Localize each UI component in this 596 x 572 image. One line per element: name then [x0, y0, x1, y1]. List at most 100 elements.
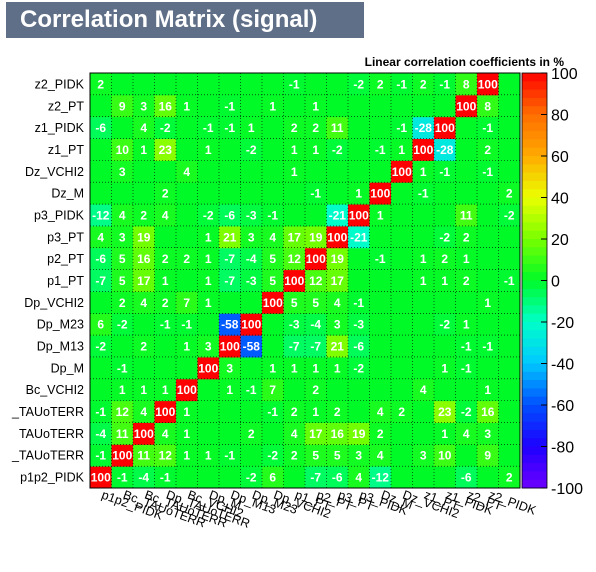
cell-value-label: -1: [224, 449, 235, 463]
cell-value-label: -6: [224, 208, 235, 222]
cell-value-label: 100: [327, 230, 347, 244]
heatmap-cell: [369, 182, 392, 205]
cell-value-label: -1: [396, 121, 407, 135]
heatmap-cell: [283, 225, 306, 249]
heatmap-cell: [326, 247, 349, 271]
heatmap-cell: [262, 291, 284, 314]
heatmap-cell: [133, 225, 155, 249]
heatmap-cell: [434, 422, 456, 445]
cell-value-label: 1: [183, 340, 190, 354]
heatmap-cell: [326, 182, 349, 205]
y-tick-label: Dp_M: [51, 361, 84, 375]
heatmap-cell: [262, 466, 284, 489]
cell-value-label: 12: [116, 405, 130, 419]
heatmap-cell: [262, 73, 284, 96]
color-scale-band: [522, 338, 547, 348]
heatmap-cell: [412, 116, 435, 140]
color-scale-tick-label: -60: [551, 398, 574, 415]
color-scale-band: [522, 280, 547, 290]
heatmap-cell: [262, 356, 284, 380]
heatmap-cell: [498, 94, 521, 118]
cell-value-label: 1: [269, 361, 276, 375]
cell-value-label: 12: [288, 252, 302, 266]
plot-frame: [89, 72, 521, 489]
heatmap-cell: [111, 313, 134, 336]
heatmap-cell: [369, 335, 392, 358]
cell-value-label: -6: [332, 471, 343, 485]
color-scale-band: [522, 255, 547, 265]
cell-value-label: 4: [291, 427, 298, 441]
color-scale-band: [522, 239, 547, 248]
heatmap-cell: [412, 313, 435, 336]
cell-value-label: 1: [119, 383, 126, 397]
heatmap-cell: [369, 204, 392, 227]
heatmap-cell: [348, 94, 370, 118]
heatmap-cell: [283, 356, 306, 380]
heatmap-cell: [412, 225, 435, 249]
heatmap-cell: [240, 335, 263, 358]
heatmap-cell: [477, 291, 499, 314]
y-tick-label: p3_PT: [47, 230, 84, 244]
cell-value-label: 2: [334, 405, 341, 419]
cell-value-label: 100: [220, 340, 240, 354]
color-scale-band: [522, 355, 547, 364]
heatmap-cell: [283, 400, 306, 423]
heatmap-cell: [262, 378, 284, 402]
heatmap-cell: [477, 422, 499, 445]
cell-value-label: -1: [203, 121, 214, 135]
heatmap-cell: [391, 73, 413, 96]
cell-value-label: -2: [160, 121, 171, 135]
cell-value-label: 12: [309, 274, 323, 288]
color-scale-band: [522, 214, 547, 223]
heatmap-cell: [455, 444, 478, 467]
heatmap-cell: [176, 204, 198, 227]
heatmap-cell: [348, 225, 370, 249]
heatmap-cell: [111, 466, 134, 489]
cell-value-label: 1: [162, 274, 169, 288]
heatmap-cell: [348, 356, 370, 380]
heatmap-cell: [240, 313, 263, 336]
color-scale-band: [522, 97, 547, 107]
cell-value-label: 100: [413, 143, 433, 157]
heatmap-cell: [90, 73, 112, 96]
cell-value-label: 5: [119, 252, 126, 266]
heatmap-cell: [240, 356, 263, 380]
heatmap-cell: [348, 335, 370, 358]
heatmap-cell: [90, 204, 112, 227]
cell-value-label: 4: [140, 405, 147, 419]
cell-value-label: 100: [478, 77, 498, 91]
heatmap-cell: [305, 444, 327, 467]
heatmap-cell: [90, 422, 112, 445]
heatmap-cell: [412, 94, 435, 118]
cell-value-label: 1: [463, 318, 470, 332]
color-scale-band: [522, 263, 547, 273]
cell-value-label: 5: [119, 274, 126, 288]
cell-value-label: 4: [377, 449, 384, 463]
heatmap-cell: [262, 225, 284, 249]
cell-value-label: 19: [331, 252, 345, 266]
heatmap-cell: [262, 444, 284, 467]
heatmap-cell: [154, 138, 177, 161]
heatmap-cell: [498, 313, 521, 336]
heatmap-cell: [326, 378, 349, 402]
cell-value-label: 1: [183, 449, 190, 463]
cell-value-label: -1: [246, 383, 257, 397]
heatmap-cell: [197, 313, 220, 336]
color-scale-band: [522, 73, 547, 82]
color-scale-band: [522, 288, 547, 298]
heatmap-cell: [197, 269, 220, 292]
cell-value-label: 23: [438, 405, 452, 419]
heatmap-cell: [412, 378, 435, 402]
heatmap-cell: [455, 225, 478, 249]
heatmap-cell: [477, 94, 499, 118]
heatmap-cell: [154, 225, 177, 249]
heatmap-cell: [133, 313, 155, 336]
chart-subtitle: Linear correlation coefficients in %: [364, 55, 564, 69]
cell-value-label: 2: [420, 77, 427, 91]
cell-value-label: 100: [370, 187, 390, 201]
heatmap-cell: [197, 247, 220, 271]
heatmap-cell: [176, 356, 198, 380]
heatmap-cell: [391, 204, 413, 227]
heatmap-cell: [477, 335, 499, 358]
